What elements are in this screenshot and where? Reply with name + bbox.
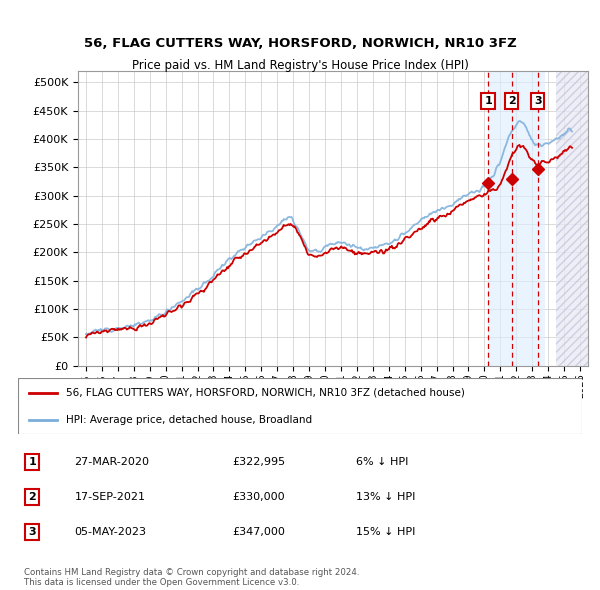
Bar — [556, 71, 588, 366]
Text: 2: 2 — [28, 492, 36, 502]
Text: 13% ↓ HPI: 13% ↓ HPI — [356, 492, 416, 502]
Text: 05-MAY-2023: 05-MAY-2023 — [74, 527, 146, 537]
Text: 6% ↓ HPI: 6% ↓ HPI — [356, 457, 409, 467]
Text: £347,000: £347,000 — [232, 527, 285, 537]
Text: HPI: Average price, detached house, Broadland: HPI: Average price, detached house, Broa… — [66, 415, 312, 425]
Text: 56, FLAG CUTTERS WAY, HORSFORD, NORWICH, NR10 3FZ: 56, FLAG CUTTERS WAY, HORSFORD, NORWICH,… — [83, 37, 517, 50]
Text: 27-MAR-2020: 27-MAR-2020 — [74, 457, 149, 467]
Text: 15% ↓ HPI: 15% ↓ HPI — [356, 527, 416, 537]
Text: £322,995: £322,995 — [232, 457, 286, 467]
Text: 1: 1 — [484, 96, 492, 106]
Text: £330,000: £330,000 — [232, 492, 285, 502]
Text: Contains HM Land Registry data © Crown copyright and database right 2024.
This d: Contains HM Land Registry data © Crown c… — [24, 568, 359, 587]
Text: 17-SEP-2021: 17-SEP-2021 — [74, 492, 145, 502]
Text: 2: 2 — [508, 96, 515, 106]
Text: 56, FLAG CUTTERS WAY, HORSFORD, NORWICH, NR10 3FZ (detached house): 56, FLAG CUTTERS WAY, HORSFORD, NORWICH,… — [66, 388, 465, 398]
Bar — [488, 71, 545, 366]
Text: Price paid vs. HM Land Registry's House Price Index (HPI): Price paid vs. HM Land Registry's House … — [131, 59, 469, 72]
Text: 3: 3 — [534, 96, 541, 106]
Text: 3: 3 — [28, 527, 36, 537]
FancyBboxPatch shape — [18, 378, 582, 434]
Text: 1: 1 — [28, 457, 36, 467]
